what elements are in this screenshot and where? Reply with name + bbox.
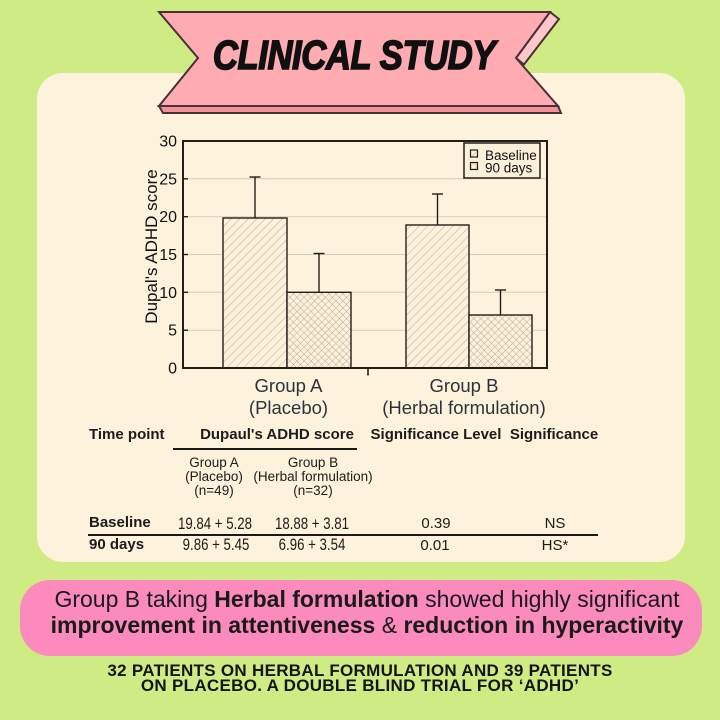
svg-text:Dupal's ADHD score: Dupal's ADHD score bbox=[142, 169, 161, 323]
svg-text:90 days: 90 days bbox=[485, 161, 533, 176]
svg-text:25: 25 bbox=[159, 171, 177, 188]
svg-text:0: 0 bbox=[168, 361, 177, 378]
svg-text:30: 30 bbox=[159, 134, 177, 151]
svg-text:(Placebo): (Placebo) bbox=[249, 397, 328, 418]
svg-text:10: 10 bbox=[159, 285, 177, 302]
svg-text:15: 15 bbox=[159, 247, 177, 264]
svg-text:20: 20 bbox=[159, 209, 177, 226]
svg-text:(Herbal formulation): (Herbal formulation) bbox=[382, 397, 545, 418]
svg-text:5: 5 bbox=[168, 323, 177, 340]
svg-text:Group B: Group B bbox=[430, 375, 499, 396]
svg-text:Baseline: Baseline bbox=[485, 148, 537, 163]
svg-text:Group A: Group A bbox=[255, 375, 324, 396]
